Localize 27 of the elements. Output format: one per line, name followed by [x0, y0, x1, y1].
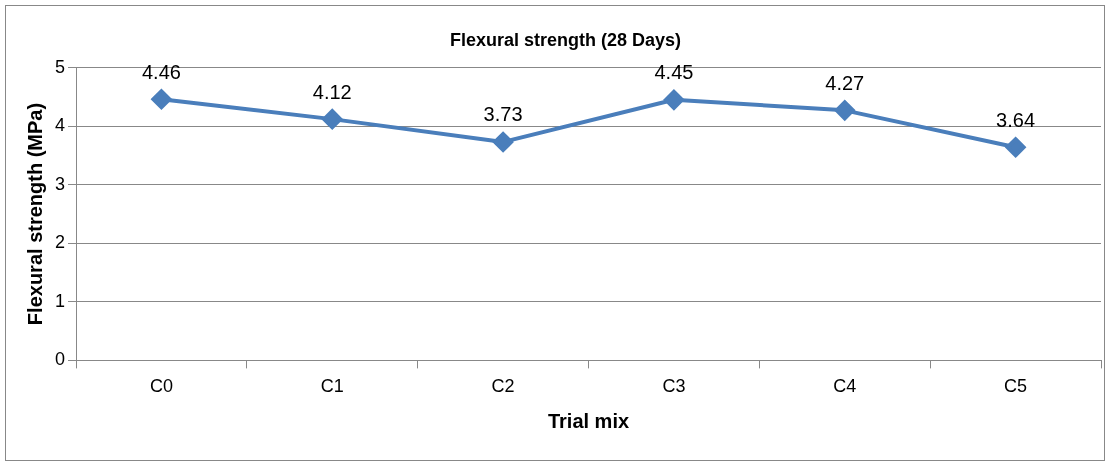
y-tick-label: 3	[55, 173, 66, 194]
x-tick-label: C0	[149, 376, 173, 397]
x-tick-label: C4	[833, 376, 857, 397]
y-tick-label: 2	[55, 232, 66, 253]
y-axis-title: Flexural strength (MPa)	[23, 102, 46, 326]
x-tick-label: C2	[491, 376, 515, 397]
y-tick-label: 0	[55, 349, 66, 370]
y-tick-label: 5	[55, 56, 66, 77]
point	[1005, 137, 1026, 158]
y-tick-label: 4	[55, 115, 66, 136]
data-label: 4.46	[141, 60, 181, 83]
data-label: 4.45	[654, 61, 694, 84]
data-label: 3.73	[483, 103, 523, 126]
point	[322, 109, 343, 130]
x-tick-label: C3	[662, 376, 686, 397]
data-label: 4.12	[312, 80, 352, 103]
point	[834, 100, 855, 121]
x-axis-title: Trial mix	[547, 409, 630, 432]
point	[493, 131, 514, 152]
point	[151, 89, 172, 110]
x-tick-label: C1	[320, 376, 344, 397]
point	[663, 89, 684, 110]
data-label: 3.64	[996, 108, 1036, 131]
y-tick-label: 1	[55, 290, 66, 311]
data-label: 4.27	[825, 71, 865, 94]
chart-title: Flexural strength (28 Days)	[449, 29, 682, 50]
x-tick-label: C5	[1004, 376, 1028, 397]
